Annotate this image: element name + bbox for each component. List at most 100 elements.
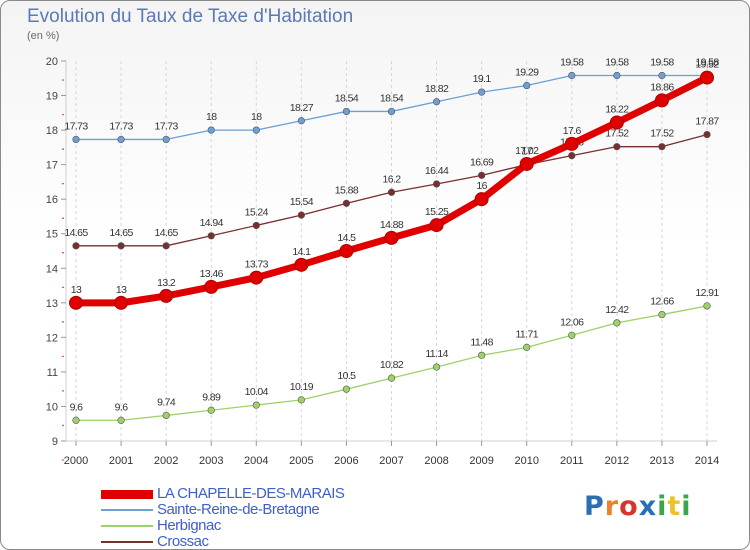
y-tick-label: 15 — [46, 229, 58, 241]
x-tick-label: 2002 — [154, 455, 178, 467]
data-label: 10.19 — [290, 381, 314, 393]
data-point — [432, 363, 441, 371]
y-minor-tick — [62, 113, 64, 116]
y-minor-tick — [62, 217, 64, 219]
x-tick-label: 2001 — [109, 455, 133, 467]
data-point — [207, 406, 215, 414]
x-tick-label: 2004 — [244, 455, 268, 467]
data-point — [703, 302, 711, 310]
data-point — [297, 396, 305, 404]
data-point — [162, 411, 170, 420]
data-label: 15.25 — [425, 206, 449, 218]
logo-letter: t — [667, 491, 682, 522]
data-label: 9.6 — [70, 401, 84, 413]
data-label: 17.87 — [695, 116, 719, 128]
legend-label: LA CHAPELLE-DES-MARAIS — [157, 485, 345, 502]
data-label: 14.1 — [292, 246, 311, 258]
data-label: 12.42 — [605, 304, 629, 316]
data-point — [387, 374, 396, 382]
data-point — [564, 136, 579, 151]
data-label: 19.1 — [473, 73, 492, 85]
data-label: 13.73 — [245, 259, 269, 271]
data-label: 14.65 — [109, 227, 133, 239]
x-tick-label: 2003 — [199, 455, 223, 467]
data-label: 18 — [206, 111, 217, 123]
data-label: 11.71 — [515, 328, 538, 340]
y-tick-label: 17 — [46, 160, 58, 172]
x-tick-label: 2000 — [64, 455, 88, 467]
x-tick-label: 2014 — [695, 455, 719, 467]
data-label: 17.52 — [605, 128, 629, 140]
data-point — [568, 331, 576, 339]
data-label: 18.82 — [425, 83, 449, 95]
data-label: 19.29 — [515, 67, 539, 79]
chart-subtitle: (en %) — [27, 30, 60, 42]
y-tick-label: 10 — [46, 401, 58, 413]
data-label: 16.44 — [425, 165, 449, 177]
y-tick-label: 12 — [46, 332, 58, 344]
logo-letter: P — [584, 491, 605, 522]
y-minor-tick — [62, 286, 64, 289]
data-label: 16 — [476, 180, 487, 192]
data-point — [609, 115, 624, 130]
data-label: 17.02 — [515, 145, 539, 157]
data-label: 14.94 — [200, 217, 224, 229]
data-label: 12.91 — [695, 287, 719, 299]
x-tick-label: 2011 — [560, 455, 584, 467]
data-label: 9.89 — [202, 391, 221, 403]
x-tick-label: 2013 — [650, 455, 674, 467]
data-label: 12.66 — [650, 296, 674, 308]
data-point — [429, 218, 444, 233]
data-label: 11.48 — [470, 336, 493, 348]
y-minor-tick — [62, 459, 64, 461]
y-tick-label: 18 — [46, 125, 58, 137]
data-point — [568, 71, 576, 80]
data-point — [432, 98, 441, 106]
logo-letter: x — [638, 491, 658, 522]
data-label: 15.54 — [290, 196, 314, 208]
data-point — [162, 135, 170, 144]
data-point — [69, 295, 83, 310]
x-tick-label: 2005 — [289, 455, 313, 467]
x-tick-label: 2008 — [424, 455, 448, 467]
legend-swatch — [101, 489, 153, 499]
data-point — [117, 416, 125, 424]
data-label: 13.2 — [157, 277, 176, 289]
data-point — [474, 192, 489, 207]
data-point — [159, 288, 174, 303]
data-point — [207, 126, 215, 134]
y-tick-label: 11 — [47, 367, 58, 379]
data-point — [613, 71, 621, 80]
logo-letter: o — [619, 491, 639, 522]
legend-swatch — [101, 509, 153, 511]
data-point — [72, 135, 80, 144]
data-label: 14.65 — [155, 227, 179, 239]
data-label: 16.69 — [470, 156, 494, 168]
data-point — [654, 93, 669, 108]
data-point — [114, 295, 129, 310]
data-point — [387, 107, 396, 116]
legend-label: Sainte-Reine-de-Bretagne — [157, 501, 320, 518]
legend-swatch — [101, 525, 153, 527]
data-point — [658, 310, 666, 319]
data-label: 13.46 — [200, 268, 224, 280]
data-label: 18.86 — [650, 81, 674, 93]
y-tick-label: 16 — [46, 194, 58, 206]
data-label: 18.22 — [605, 103, 629, 115]
y-minor-tick — [62, 424, 64, 427]
data-label: 14.65 — [64, 227, 88, 239]
data-point — [342, 107, 351, 116]
data-label: 18.27 — [290, 102, 314, 114]
legend-label: Herbignac — [157, 517, 221, 534]
data-point — [700, 70, 714, 85]
data-label: 10.04 — [245, 386, 269, 398]
data-point — [72, 242, 80, 250]
y-minor-tick — [62, 251, 64, 254]
data-point — [297, 211, 305, 219]
logo-letter: i — [657, 491, 668, 522]
data-label: 12.06 — [560, 316, 584, 328]
data-label: 17.52 — [650, 128, 674, 140]
data-point — [568, 152, 576, 160]
legend-swatch — [101, 541, 153, 543]
